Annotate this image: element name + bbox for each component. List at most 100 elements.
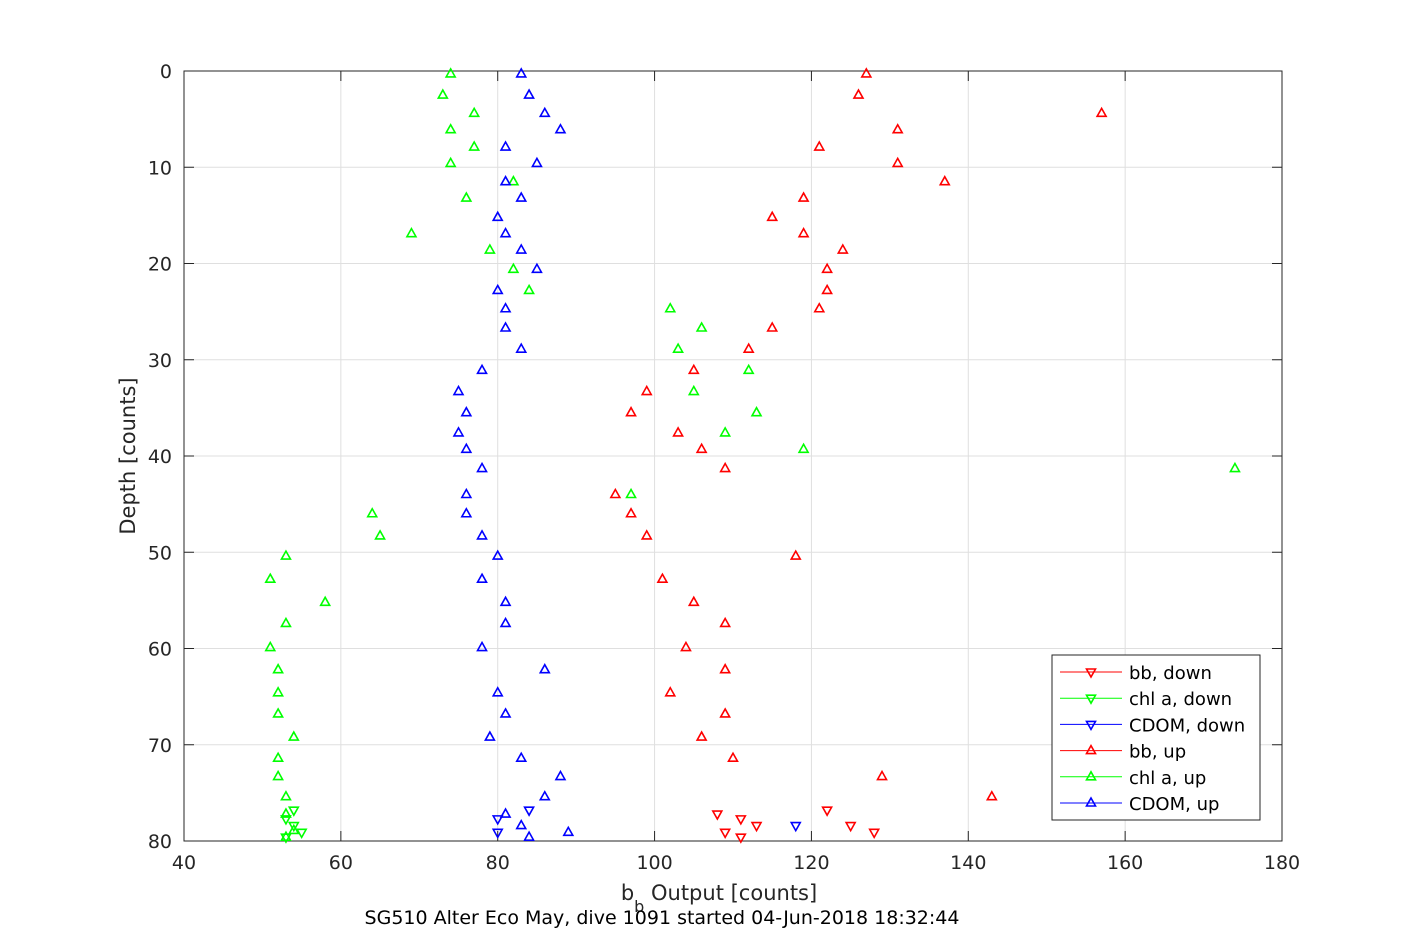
data-point bbox=[295, 828, 308, 839]
x-tick-label: 100 bbox=[636, 852, 672, 874]
data-point bbox=[868, 828, 881, 839]
data-point bbox=[625, 406, 637, 417]
data-point bbox=[664, 686, 677, 697]
x-tick-label: 180 bbox=[1264, 852, 1300, 874]
data-point bbox=[719, 461, 732, 473]
x-tick-label: 60 bbox=[329, 852, 353, 874]
data-point bbox=[554, 769, 567, 781]
data-point bbox=[366, 507, 379, 518]
legend-marker bbox=[1085, 770, 1097, 781]
data-point bbox=[499, 227, 512, 238]
data-point bbox=[523, 88, 535, 99]
data-point bbox=[640, 529, 653, 540]
data-point bbox=[821, 806, 833, 817]
data-point bbox=[444, 67, 457, 78]
legend-label: bb, down bbox=[1129, 663, 1212, 684]
data-point bbox=[374, 529, 386, 540]
markers bbox=[264, 67, 1241, 844]
data-point bbox=[280, 790, 292, 801]
data-point bbox=[460, 406, 473, 417]
data-point bbox=[491, 549, 504, 560]
legend-marker bbox=[1085, 796, 1097, 807]
data-point bbox=[852, 88, 865, 99]
data-point bbox=[476, 640, 488, 652]
y-tick-label: 60 bbox=[148, 639, 172, 661]
data-point bbox=[656, 572, 669, 583]
legend-label: chl a, down bbox=[1129, 689, 1232, 710]
data-point bbox=[491, 828, 504, 839]
data-point bbox=[719, 707, 732, 718]
data-point bbox=[531, 156, 543, 168]
data-point bbox=[672, 426, 684, 437]
data-point bbox=[719, 663, 732, 674]
data-point bbox=[515, 818, 528, 830]
data-point bbox=[789, 549, 802, 560]
data-point bbox=[499, 595, 512, 607]
data-point bbox=[452, 384, 465, 396]
data-point bbox=[280, 616, 292, 628]
data-point bbox=[515, 191, 528, 202]
data-point bbox=[460, 487, 473, 499]
data-point bbox=[272, 707, 284, 718]
x-axis-label-main: b bbox=[621, 881, 634, 905]
data-point bbox=[860, 67, 873, 78]
x-tick-label: 140 bbox=[950, 852, 986, 874]
data-point bbox=[507, 175, 520, 186]
data-point bbox=[844, 821, 857, 833]
data-point bbox=[272, 663, 284, 674]
data-point bbox=[734, 815, 747, 826]
data-point bbox=[625, 507, 637, 518]
data-point bbox=[985, 790, 998, 801]
data-point bbox=[687, 363, 700, 375]
data-point bbox=[531, 262, 543, 274]
data-point bbox=[609, 487, 622, 499]
data-point bbox=[499, 302, 512, 313]
data-point bbox=[499, 707, 512, 718]
y-tick-label: 80 bbox=[148, 831, 172, 853]
data-point bbox=[797, 227, 810, 238]
legend-marker bbox=[1085, 694, 1097, 705]
y-tick-label: 70 bbox=[148, 735, 172, 757]
data-point bbox=[499, 807, 512, 818]
data-point bbox=[750, 821, 763, 833]
data-point bbox=[562, 825, 575, 837]
y-tick-label: 50 bbox=[148, 542, 172, 564]
data-point bbox=[938, 175, 951, 186]
data-point bbox=[476, 529, 488, 540]
data-point bbox=[538, 106, 551, 118]
data-point bbox=[280, 815, 292, 826]
data-point bbox=[264, 640, 277, 652]
data-point bbox=[468, 140, 481, 151]
y-tick-label: 30 bbox=[148, 350, 172, 372]
data-point bbox=[727, 751, 739, 763]
data-point bbox=[280, 833, 292, 844]
data-point bbox=[515, 67, 528, 78]
data-point bbox=[719, 828, 732, 839]
data-point bbox=[515, 751, 528, 763]
x-tick-label: 40 bbox=[172, 852, 196, 874]
data-point bbox=[1229, 461, 1241, 473]
data-point bbox=[287, 823, 300, 835]
data-point bbox=[476, 363, 488, 375]
legend-label: CDOM, up bbox=[1129, 794, 1219, 815]
legend-marker bbox=[1085, 720, 1097, 732]
data-point bbox=[264, 572, 277, 583]
data-point bbox=[484, 243, 496, 254]
data-point bbox=[711, 810, 724, 821]
x-axis-label-subscript: b bbox=[634, 897, 644, 916]
data-point bbox=[280, 830, 292, 841]
x-tick-label: 160 bbox=[1107, 852, 1143, 874]
y-tick-label: 10 bbox=[148, 157, 172, 179]
data-point bbox=[515, 243, 528, 254]
data-point bbox=[640, 384, 653, 396]
legend-label: chl a, up bbox=[1129, 768, 1206, 789]
data-point bbox=[405, 227, 418, 238]
legend-label: CDOM, down bbox=[1129, 715, 1245, 736]
data-point bbox=[523, 283, 535, 295]
data-point bbox=[766, 210, 779, 222]
data-point bbox=[515, 342, 528, 353]
data-point bbox=[491, 283, 504, 295]
data-point bbox=[687, 384, 700, 396]
